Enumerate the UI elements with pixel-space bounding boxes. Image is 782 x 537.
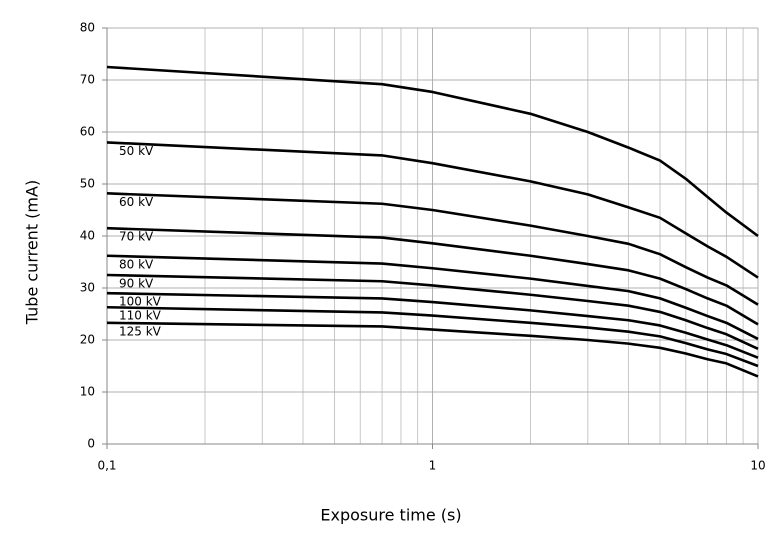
series-label: 125 kV [119,324,162,338]
series-label: 60 kV [119,195,154,209]
x-axis-title: Exposure time (s) [320,506,461,525]
y-tick-label: 70 [80,73,95,87]
x-tick-label: 0,1 [97,459,116,473]
series-line [106,321,759,378]
y-tick-label: 30 [80,281,95,295]
series-label: 80 kV [119,257,154,271]
series-line [106,192,759,306]
series-line [106,305,759,368]
y-tick-label: 40 [80,229,95,243]
y-tick-label: 60 [80,125,95,139]
y-tick-label: 80 [80,21,95,35]
series-line [106,273,759,351]
y-tick-label: 50 [80,177,95,191]
series-line [106,226,759,326]
series-line [106,291,759,359]
y-tick-label: 20 [80,333,95,347]
series-label: 90 kV [119,277,154,291]
series-line [106,254,759,341]
x-tick-label: 1 [429,459,437,473]
y-axis-title: Tube current (mA) [23,180,42,325]
series-label: 100 kV [119,295,162,309]
series-line [106,65,759,238]
series-label: 110 kV [119,309,162,323]
series-line [106,141,759,279]
y-tick-label: 10 [80,385,95,399]
x-tick-label: 10 [750,459,765,473]
series-label: 50 kV [119,144,154,158]
series-label: 70 kV [119,230,154,244]
y-tick-label: 0 [87,437,95,451]
